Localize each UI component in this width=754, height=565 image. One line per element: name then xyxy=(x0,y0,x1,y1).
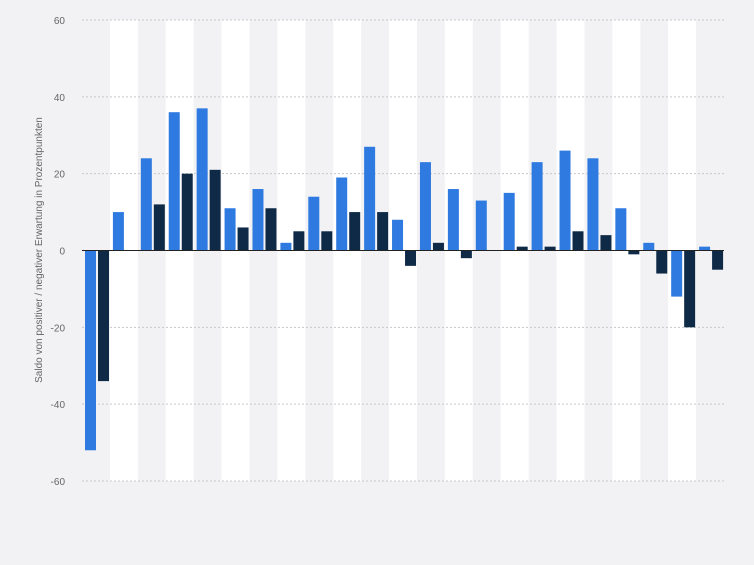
bar xyxy=(516,246,528,251)
bar xyxy=(237,227,249,251)
bar xyxy=(447,189,459,251)
bar xyxy=(280,242,292,251)
bar xyxy=(293,231,305,251)
bar xyxy=(600,235,612,251)
bar xyxy=(503,192,515,251)
bar xyxy=(544,246,556,251)
bar xyxy=(85,250,96,451)
bar xyxy=(168,112,180,251)
bar xyxy=(559,150,571,251)
bar xyxy=(405,250,417,266)
y-tick-label: 20 xyxy=(54,170,66,181)
bar xyxy=(377,212,389,251)
bar xyxy=(628,250,640,255)
bar xyxy=(432,242,444,251)
bar xyxy=(252,189,264,251)
y-tick-label: -40 xyxy=(51,400,66,411)
y-axis-title: Saldo von positiver / negativer Erwartun… xyxy=(34,117,45,383)
bar xyxy=(615,208,627,251)
bar xyxy=(349,212,361,251)
bar xyxy=(321,231,333,251)
bar xyxy=(671,250,683,297)
bar xyxy=(643,242,655,251)
bar xyxy=(392,219,404,251)
bar xyxy=(308,196,320,251)
bar xyxy=(181,173,193,251)
bar xyxy=(684,250,696,328)
y-tick-label: -20 xyxy=(51,323,66,334)
y-tick-label: 0 xyxy=(59,247,65,258)
bar xyxy=(112,212,124,251)
y-tick-label: 40 xyxy=(54,93,66,104)
bar xyxy=(140,158,152,251)
bar xyxy=(419,162,431,251)
y-tick-label: 60 xyxy=(54,16,66,27)
bar xyxy=(475,200,487,251)
bar xyxy=(572,231,584,251)
bar xyxy=(336,177,348,251)
bar xyxy=(587,158,599,251)
bars xyxy=(85,108,724,451)
bar xyxy=(364,146,376,251)
y-tick-label: -60 xyxy=(51,477,66,488)
bar xyxy=(265,208,277,251)
gridlines xyxy=(82,19,724,482)
bar xyxy=(460,250,472,259)
bar xyxy=(209,169,221,251)
bar xyxy=(153,204,165,251)
bar xyxy=(712,250,724,270)
bar xyxy=(196,108,208,251)
bar xyxy=(98,250,109,382)
bar xyxy=(699,246,711,251)
bar xyxy=(531,162,543,251)
y-tick-labels: -60 -40 -20 0 20 40 60 xyxy=(51,16,66,488)
bar xyxy=(656,250,668,274)
bar xyxy=(224,208,236,251)
